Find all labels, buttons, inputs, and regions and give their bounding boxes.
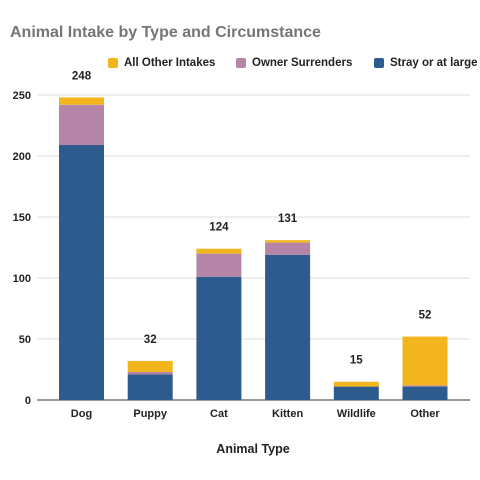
bar-cat-all-other-intakes [196,248,242,254]
bar-puppy-all-other-intakes [127,360,173,372]
bar-puppy-owner-surrenders [127,371,173,375]
bars [59,97,448,400]
y-tick-label-200: 200 [13,151,31,163]
y-tick-label-100: 100 [13,273,31,285]
chart-legend: All Other Intakes Owner Surrenders Stray… [0,57,480,73]
bar-puppy-stray-or-at-large [127,374,173,400]
legend-label-all-other-intakes: All Other Intakes [124,57,216,69]
chart-title: Animal Intake by Type and Circumstance [10,24,321,41]
bar-cat-owner-surrenders [196,253,242,277]
total-label-puppy: 32 [144,334,157,346]
bar-other-owner-surrenders [402,385,448,387]
legend-label-owner-surrenders: Owner Surrenders [252,57,353,69]
bar-cat-stray-or-at-large [196,276,242,400]
x-tick-label-dog: Dog [71,408,92,420]
total-label-other: 52 [419,310,432,322]
legend-item-stray-or-at-large: Stray or at large [374,57,478,69]
bar-kitten-all-other-intakes [265,240,311,243]
legend-item-owner-surrenders: Owner Surrenders [236,57,352,69]
bar-wildlife-stray-or-at-large [333,386,379,400]
y-tick-label-50: 50 [19,334,31,346]
legend-item-all-other-intakes: All Other Intakes [108,57,215,69]
total-label-kitten: 131 [278,213,298,225]
legend-swatch-all-other-intakes [108,58,118,68]
total-label-cat: 124 [209,222,229,234]
y-tick-label-150: 150 [13,212,31,224]
legend-swatch-owner-surrenders [236,58,246,68]
bar-kitten-owner-surrenders [265,242,311,255]
x-tick-label-kitten: Kitten [272,408,303,420]
bar-other-all-other-intakes [402,336,448,386]
x-tick-label-puppy: Puppy [133,408,167,420]
bar-kitten-stray-or-at-large [265,254,311,400]
x-tick-label-wildlife: Wildlife [337,408,376,420]
total-label-wildlife: 15 [350,355,363,367]
x-tick-label-cat: Cat [210,408,228,420]
x-tick-label-other: Other [410,408,440,420]
bar-dog-owner-surrenders [59,104,104,146]
gridlines [37,94,470,401]
bar-dog-stray-or-at-large [59,145,104,400]
total-label-dog: 248 [72,70,92,82]
y-tick-label-250: 250 [13,90,31,102]
bar-wildlife-all-other-intakes [333,381,379,387]
bar-other-stray-or-at-large [402,386,448,400]
y-tick-label-0: 0 [25,395,31,407]
legend-label-stray-or-at-large: Stray or at large [390,57,478,69]
labels: 0 50 100 150 200 250 Dog 248 Puppy 32 Cat 124 Kitten… [13,70,441,420]
legend-swatch-stray-or-at-large [374,58,384,68]
x-axis-title: Animal Type [216,442,289,456]
bar-dog-all-other-intakes [59,97,104,105]
